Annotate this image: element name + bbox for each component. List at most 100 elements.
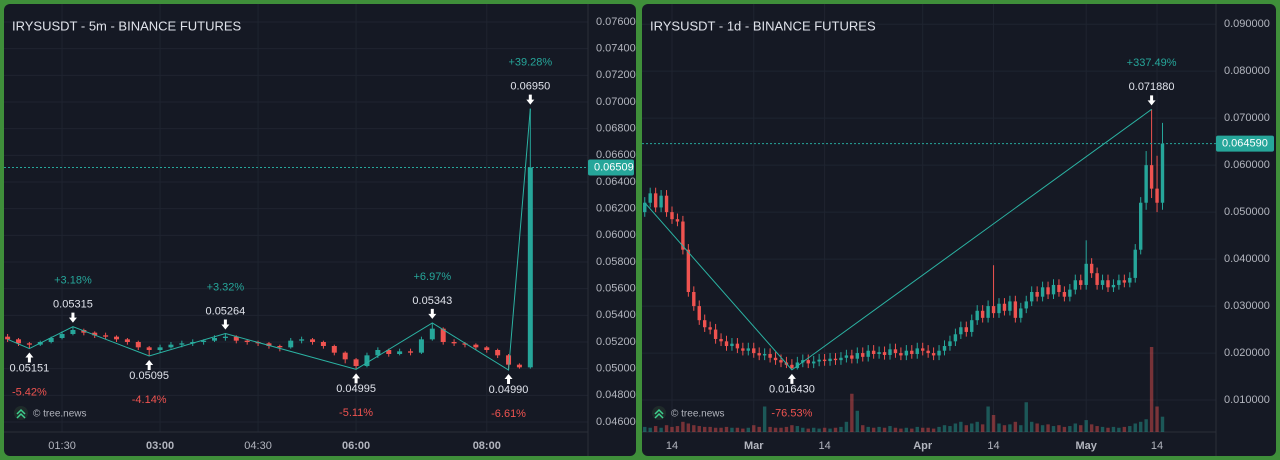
- volume-bar: [795, 426, 800, 432]
- candle-body: [1068, 289, 1072, 297]
- candle-body: [839, 357, 843, 361]
- chart-panel: 0.010000 0.020000 0.030000 0.040000 0.050000…: [642, 4, 1276, 456]
- candle-body: [1117, 280, 1121, 285]
- volume-bar: [653, 426, 658, 432]
- candle-body: [844, 355, 849, 358]
- pivot-label: 0.016430: [769, 384, 815, 396]
- candle-body: [948, 341, 952, 347]
- candle-body: [92, 332, 98, 336]
- candle-body: [1019, 308, 1023, 318]
- volume-bar: [697, 426, 701, 432]
- y-tick-label: 0.010000: [1224, 394, 1270, 406]
- candle-body: [882, 352, 887, 355]
- volume-bar: [850, 393, 854, 432]
- candle-body: [697, 306, 701, 321]
- pivot-arrow: [1147, 95, 1156, 106]
- candle-body: [353, 359, 359, 366]
- y-tick-label: 0.090000: [1224, 18, 1270, 30]
- chart-title: IRYSUSDT - 5m - BINANCE FUTURES: [12, 18, 242, 33]
- candle-body: [686, 249, 691, 292]
- volume-bar: [964, 425, 968, 432]
- volume-bar: [790, 425, 794, 432]
- candle-body: [790, 364, 794, 369]
- volume-bar: [1095, 426, 1099, 432]
- volume-bar: [1008, 424, 1012, 432]
- last-price-label: 0.064590: [1222, 137, 1268, 149]
- pivot-label: 0.04995: [336, 383, 376, 395]
- volume-bar: [713, 427, 718, 432]
- volume-bar: [910, 428, 914, 432]
- candle-body: [473, 344, 479, 348]
- candle-body: [915, 348, 919, 355]
- candle-body: [997, 303, 1001, 314]
- candle-body: [850, 355, 854, 359]
- y-tick-label: 0.04600: [596, 416, 636, 428]
- volume-bar: [757, 426, 761, 432]
- candle-body: [135, 342, 141, 348]
- volume-bar: [975, 421, 979, 432]
- volume-bar: [664, 425, 669, 432]
- candle-body: [942, 346, 947, 351]
- volume-bar: [724, 426, 729, 432]
- candle-body: [773, 357, 778, 361]
- pivot-change: -5.11%: [339, 407, 373, 419]
- candle-body: [741, 348, 745, 351]
- volume-bar: [1144, 419, 1148, 432]
- volume-bar: [1100, 426, 1105, 432]
- volume-bar: [822, 427, 827, 432]
- candle-body: [146, 347, 152, 350]
- candle-body: [1062, 291, 1067, 297]
- candle-body: [1035, 291, 1039, 297]
- candle-body: [703, 320, 707, 328]
- candle-body: [871, 350, 876, 355]
- pivot-arrow: [787, 373, 796, 384]
- candle-body: [364, 355, 370, 366]
- volume-bar: [648, 427, 652, 432]
- volume-bar: [931, 428, 936, 432]
- candle-body: [855, 353, 859, 359]
- zigzag-line: [7, 108, 531, 371]
- candle-body: [757, 353, 761, 356]
- candle-body: [114, 336, 119, 340]
- candle-body: [980, 310, 985, 318]
- candle-body: [157, 347, 163, 350]
- volume-bar: [861, 425, 865, 432]
- volume-bar: [893, 427, 898, 432]
- y-tick-label: 0.020000: [1224, 347, 1270, 359]
- candle-body: [888, 349, 892, 355]
- candle-body: [861, 353, 865, 357]
- candle-body: [495, 350, 501, 356]
- pivot-change: -76.53%: [771, 408, 812, 420]
- volume-bar: [959, 421, 963, 432]
- volume-bar: [871, 427, 876, 432]
- candle-body: [266, 343, 272, 346]
- volume-bar: [1019, 425, 1023, 432]
- volume-bar: [1002, 425, 1007, 432]
- volume-bar: [1084, 420, 1088, 432]
- candle-body: [1002, 303, 1007, 311]
- volume-bar: [1062, 426, 1067, 432]
- volume-bar: [812, 427, 816, 432]
- volume-bar: [1068, 426, 1072, 432]
- y-tick-label: 0.080000: [1224, 65, 1270, 77]
- candle-body: [233, 336, 239, 341]
- candle-body: [168, 344, 174, 348]
- volume-bar: [741, 428, 745, 432]
- candle-body: [931, 353, 936, 356]
- pivot-label: 0.04990: [489, 384, 529, 396]
- candle-body: [812, 361, 816, 364]
- candle-body: [1144, 165, 1148, 203]
- pivot-arrow: [504, 374, 513, 384]
- volume-bar: [730, 427, 734, 432]
- candle-body: [1155, 188, 1159, 203]
- candle-body: [724, 341, 729, 347]
- candle-body: [1084, 263, 1088, 285]
- x-tick-label: 14: [987, 440, 999, 452]
- y-tick-label: 0.06600: [596, 149, 636, 161]
- volume-bar: [948, 426, 952, 432]
- candle-body: [708, 327, 712, 330]
- candle-body: [397, 351, 403, 354]
- volume-bar: [768, 426, 772, 432]
- candle-body: [752, 348, 756, 354]
